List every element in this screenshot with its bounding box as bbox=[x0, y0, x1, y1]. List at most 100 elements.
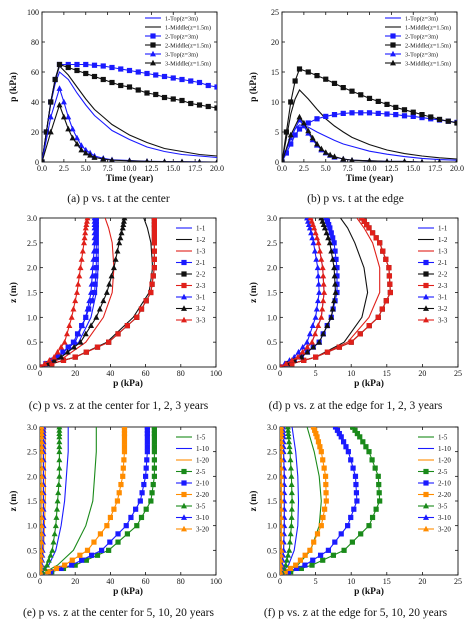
data-point bbox=[285, 552, 292, 558]
plot-frame bbox=[39, 426, 217, 576]
data-point bbox=[83, 349, 89, 355]
data-point bbox=[149, 281, 155, 287]
data-point bbox=[315, 322, 322, 329]
y-tick-label: 2.0 bbox=[27, 264, 37, 273]
y-axis-label: z (m) bbox=[8, 491, 19, 512]
data-point bbox=[40, 443, 45, 450]
y-tick-label: 0 bbox=[275, 158, 279, 167]
data-point bbox=[151, 430, 157, 437]
data-point bbox=[288, 489, 295, 496]
y-tick-label: 5 bbox=[275, 128, 279, 137]
data-point bbox=[308, 229, 315, 236]
legend-marker bbox=[423, 480, 429, 486]
data-point bbox=[288, 522, 295, 529]
data-point bbox=[299, 348, 306, 355]
data-point bbox=[104, 523, 110, 529]
data-point bbox=[328, 247, 335, 254]
data-point bbox=[323, 498, 329, 504]
data-point bbox=[109, 64, 115, 71]
data-point bbox=[196, 79, 203, 86]
data-point bbox=[358, 92, 364, 98]
data-point bbox=[306, 330, 313, 337]
legend-label: 1-20 bbox=[196, 457, 209, 465]
data-point bbox=[302, 552, 308, 558]
data-point bbox=[56, 427, 63, 433]
data-point bbox=[51, 353, 58, 360]
legend-label: 2-Middle(z=1.5m) bbox=[165, 43, 211, 50]
legend-label: 1-3 bbox=[196, 248, 206, 256]
data-point bbox=[112, 256, 119, 262]
data-point bbox=[88, 281, 95, 287]
data-point bbox=[121, 430, 128, 437]
data-point bbox=[84, 547, 91, 553]
x-tick-label: 10 bbox=[347, 369, 355, 378]
data-point bbox=[107, 539, 113, 545]
data-point bbox=[214, 105, 217, 111]
data-point bbox=[63, 330, 70, 337]
x-tick-label: 40 bbox=[106, 369, 114, 378]
data-point bbox=[366, 225, 372, 231]
data-point bbox=[352, 427, 358, 433]
data-point bbox=[143, 298, 149, 304]
y-tick-label: 1.0 bbox=[267, 522, 277, 531]
data-point bbox=[42, 158, 44, 162]
data-point bbox=[309, 221, 316, 228]
data-point bbox=[71, 343, 78, 350]
data-point bbox=[79, 247, 86, 254]
data-point bbox=[300, 122, 307, 129]
x-tick-label: 5.0 bbox=[81, 164, 91, 173]
data-point bbox=[280, 552, 285, 558]
data-point bbox=[298, 565, 304, 572]
data-point bbox=[77, 552, 83, 558]
legend-marker bbox=[423, 514, 429, 520]
data-point bbox=[88, 289, 95, 295]
data-point bbox=[285, 433, 292, 440]
data-point bbox=[331, 80, 338, 86]
data-point bbox=[386, 273, 393, 279]
data-point bbox=[358, 110, 364, 116]
data-point bbox=[170, 75, 176, 81]
data-point bbox=[369, 457, 375, 463]
data-point bbox=[56, 464, 63, 471]
data-point bbox=[328, 314, 335, 320]
x-tick-label: 25 bbox=[454, 369, 462, 378]
data-point bbox=[393, 104, 399, 110]
data-point bbox=[324, 322, 331, 329]
data-point bbox=[45, 557, 52, 563]
chart-panel-e: 0 20 40 60 80 100 0.0 0.5 1.0 1.5 2.0 2.5 3.0 p (kPa)… bbox=[8, 423, 222, 597]
data-point bbox=[376, 490, 382, 496]
data-point bbox=[45, 569, 51, 575]
data-point bbox=[134, 314, 140, 320]
data-point bbox=[366, 95, 373, 101]
data-point bbox=[139, 490, 145, 496]
data-point bbox=[307, 218, 314, 221]
data-point bbox=[319, 218, 326, 224]
data-point bbox=[106, 547, 112, 553]
series-line-1-5 bbox=[280, 427, 322, 575]
data-point bbox=[118, 229, 125, 236]
data-point bbox=[40, 456, 45, 463]
y-tick-label: 3.0 bbox=[27, 214, 37, 223]
data-point bbox=[280, 438, 285, 445]
chart-panel-f: 0 5 10 15 20 25 0.0 0.5 1.0 1.5 2.0 2.5 3.0 p (kPa) z … bbox=[248, 423, 462, 597]
data-point bbox=[428, 114, 434, 120]
x-tick-label: 20.0 bbox=[210, 164, 224, 173]
legend-marker bbox=[181, 293, 187, 300]
data-point bbox=[144, 444, 150, 450]
legend-marker bbox=[181, 514, 187, 520]
data-point bbox=[310, 239, 317, 246]
data-point bbox=[144, 434, 150, 440]
data-point bbox=[188, 100, 194, 107]
data-point bbox=[373, 235, 379, 241]
data-point bbox=[311, 539, 317, 545]
legend-label: 1-2 bbox=[196, 236, 206, 244]
data-point bbox=[60, 357, 67, 363]
data-point bbox=[121, 427, 128, 430]
data-point bbox=[334, 273, 340, 279]
x-axis-label: Time (year) bbox=[106, 173, 154, 184]
data-point bbox=[40, 552, 45, 558]
legend-label: 2-1 bbox=[196, 259, 206, 267]
data-point bbox=[55, 489, 62, 496]
data-point bbox=[51, 357, 58, 363]
legend-label: 2-Middle(z=1.5m) bbox=[405, 43, 451, 50]
